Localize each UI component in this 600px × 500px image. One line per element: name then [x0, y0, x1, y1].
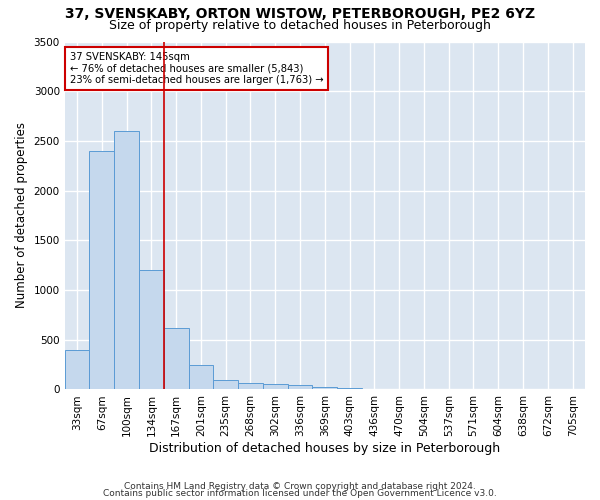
- Bar: [89, 151, 114, 390]
- Bar: [263, 384, 287, 390]
- Bar: [287, 386, 313, 390]
- Text: 37 SVENSKABY: 145sqm
← 76% of detached houses are smaller (5,843)
23% of semi-de: 37 SVENSKABY: 145sqm ← 76% of detached h…: [70, 52, 323, 85]
- Bar: [65, 350, 89, 390]
- Bar: [114, 131, 139, 390]
- X-axis label: Distribution of detached houses by size in Peterborough: Distribution of detached houses by size …: [149, 442, 500, 455]
- Bar: [188, 364, 214, 390]
- Text: Contains HM Land Registry data © Crown copyright and database right 2024.: Contains HM Land Registry data © Crown c…: [124, 482, 476, 491]
- Bar: [313, 388, 337, 390]
- Text: Size of property relative to detached houses in Peterborough: Size of property relative to detached ho…: [109, 19, 491, 32]
- Bar: [139, 270, 164, 390]
- Text: 37, SVENSKABY, ORTON WISTOW, PETERBOROUGH, PE2 6YZ: 37, SVENSKABY, ORTON WISTOW, PETERBOROUG…: [65, 8, 535, 22]
- Bar: [238, 383, 263, 390]
- Text: Contains public sector information licensed under the Open Government Licence v3: Contains public sector information licen…: [103, 489, 497, 498]
- Y-axis label: Number of detached properties: Number of detached properties: [15, 122, 28, 308]
- Bar: [164, 328, 188, 390]
- Bar: [214, 380, 238, 390]
- Bar: [337, 388, 362, 390]
